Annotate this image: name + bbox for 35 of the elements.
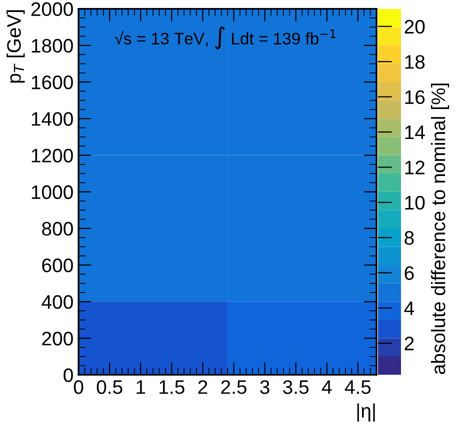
x-tick-label: 0 bbox=[74, 380, 84, 394]
color-bar-label: 10 bbox=[405, 196, 425, 210]
x-axis-title: |η| bbox=[357, 403, 375, 422]
x-tick-label: 3 bbox=[260, 380, 270, 394]
y-tick-label: 1400 bbox=[32, 112, 73, 126]
y-tick-label: 400 bbox=[42, 295, 73, 309]
y-tick-label: 1600 bbox=[32, 75, 73, 90]
color-bar-label: 12 bbox=[405, 160, 424, 174]
x-tick-label: 1.5 bbox=[160, 380, 184, 394]
y-axis-title: p$_{T}$ [GeV] bbox=[6, 10, 25, 83]
y-tick-label: 1800 bbox=[32, 38, 73, 53]
color-bar-label: 8 bbox=[404, 231, 414, 245]
x-tick-label: 4 bbox=[322, 380, 332, 394]
color-bar-label: 18 bbox=[405, 55, 425, 69]
color-bar-title: absolute difference to nominal [%] bbox=[430, 84, 450, 374]
color-bar-label: 6 bbox=[404, 266, 414, 280]
color-bar-label: 16 bbox=[405, 90, 425, 104]
color-bar-label: 2 bbox=[404, 336, 414, 350]
y-tick-label: 800 bbox=[42, 222, 73, 236]
x-tick-label: 1 bbox=[136, 380, 146, 394]
y-tick-label: 0 bbox=[64, 368, 73, 382]
color-bar-label: 4 bbox=[404, 302, 414, 316]
x-tick-label: 2.5 bbox=[221, 380, 246, 394]
x-tick-label: 3.5 bbox=[283, 380, 309, 394]
y-tick-label: 1200 bbox=[32, 148, 73, 162]
x-tick-label: 4.5 bbox=[344, 380, 371, 394]
x-tick-label: 2 bbox=[198, 380, 208, 394]
color-bar-label: 14 bbox=[405, 126, 425, 140]
y-tick-label: 600 bbox=[42, 258, 73, 272]
y-tick-label: 2000 bbox=[31, 2, 73, 16]
annotation: √s = 13 TeV, ∫ Ldt = 139 fb$^{−1}$ bbox=[114, 26, 336, 50]
color-bar-label: 20 bbox=[404, 20, 425, 34]
x-tick-label: 0.5 bbox=[96, 380, 122, 394]
y-tick-label: 200 bbox=[42, 332, 73, 346]
y-tick-label: 1000 bbox=[32, 185, 73, 200]
